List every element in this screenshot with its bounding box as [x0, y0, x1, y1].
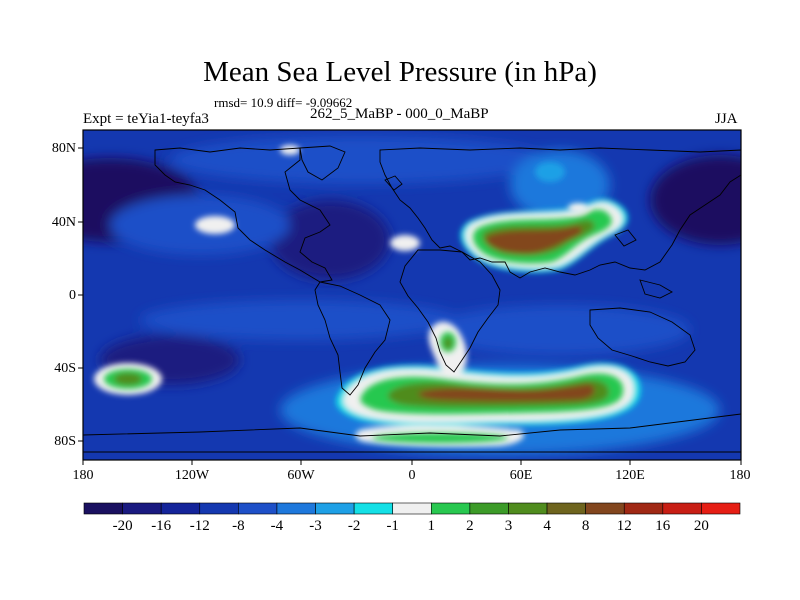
colorbar-swatch: [430, 502, 471, 515]
colorbar-swatch: [701, 502, 741, 515]
colorbar-swatch: [238, 502, 278, 515]
coastline-africa: [399, 249, 501, 373]
colorbar-label: -3: [309, 518, 322, 534]
colorbar-label: -1: [386, 518, 399, 534]
strong-neg-ne-pacific: [650, 155, 741, 245]
colorbar-label: 1: [427, 518, 436, 534]
colorbar-label: 2: [466, 518, 474, 534]
colorbar-label: 4: [543, 518, 551, 534]
near-zero-greenland: [280, 145, 300, 155]
colorbar-label: -20: [112, 518, 133, 534]
pos-olive-africa: [444, 337, 452, 349]
lon-tick-180e: 180: [729, 468, 751, 483]
pressure-field: [83, 130, 741, 460]
colorbar-label: -16: [151, 518, 172, 534]
coastline-australia: [589, 307, 696, 367]
lon-tick-120w: 120W: [174, 468, 210, 483]
experiment-label: Expt = teYia1-teyfa3: [83, 111, 209, 127]
colorbar-label: -8: [232, 518, 245, 534]
map-subtitle: 262_5_MaBP - 000_0_MaBP: [310, 106, 489, 122]
pos-brown-asia: [485, 226, 583, 254]
lon-tick-120e: 120E: [615, 468, 645, 483]
lon-tick-marks: [82, 460, 742, 465]
colorbar-label: 12: [616, 518, 632, 534]
season-label: JJA: [715, 111, 738, 127]
coastline-antarctica: [83, 413, 741, 453]
weak-neg-arctic: [170, 136, 550, 184]
strong-neg-atlantic: [270, 200, 390, 280]
colorbar-label: -2: [347, 518, 361, 534]
near-zero-atlantic-north: [390, 235, 420, 251]
lat-tick-0: 0: [69, 288, 76, 303]
colorbar-label: 8: [581, 518, 590, 534]
colorbar-swatch: [83, 502, 123, 515]
near-zero-asia-north-tip: [568, 203, 588, 213]
colorbar-swatch: [546, 502, 586, 515]
colorbar-swatch: [508, 502, 548, 515]
colorbar-swatch: [353, 502, 394, 515]
pos-olive-s-pacific: [114, 373, 142, 385]
rmsd-diff-stats: rmsd= 10.9 diff= -9.09662: [214, 95, 353, 110]
pos-green-antarctic: [372, 433, 508, 443]
lon-tick-60w: 60W: [287, 468, 315, 483]
weak-neg-tropics: [140, 300, 460, 340]
colorbar-label: 16: [655, 518, 671, 534]
weak-neg-asia: [510, 150, 610, 220]
colorbar-swatch: [315, 502, 355, 515]
coastlines: [83, 145, 741, 453]
lon-tick-0: 0: [408, 468, 416, 483]
pos-brown-south: [418, 384, 595, 402]
coastline-islands: [384, 175, 673, 299]
colorbar-swatch: [392, 502, 432, 515]
colorbar-swatch: [623, 502, 664, 515]
coastline-south-america: [314, 281, 391, 396]
map-title: Mean Sea Level Pressure (in hPa): [203, 56, 597, 88]
lat-tick-80n: 80N: [51, 141, 76, 156]
colorbar-swatch: [662, 502, 702, 515]
colorbar-swatch: [199, 502, 239, 515]
colorbar-swatch: [276, 502, 316, 515]
weak-neg-indian: [430, 305, 690, 355]
near-zero-n-america: [195, 216, 235, 234]
coastline-eurasia: [379, 147, 741, 279]
colorbar-label: 3: [504, 518, 513, 534]
colorbar-swatch: [469, 502, 509, 515]
colorbar-swatch: [160, 502, 201, 515]
lat-tick-80s: 80S: [54, 434, 76, 449]
lon-tick-60e: 60E: [509, 468, 533, 483]
lat-tick-40s: 40S: [54, 361, 76, 376]
near-zero-siberia: [535, 162, 565, 182]
coastline-greenland: [299, 145, 346, 181]
lat-tick-marks: [78, 147, 83, 442]
lon-tick-180w: 180: [72, 468, 94, 483]
colorbar-swatch: [585, 502, 625, 515]
colorbar-label: -4: [270, 518, 284, 534]
lat-tick-40n: 40N: [51, 215, 76, 230]
colorbar-label: -12: [189, 518, 210, 534]
colorbar-swatch: [122, 502, 162, 515]
colorbar-label: 20: [693, 518, 709, 534]
colorbar: [83, 502, 741, 515]
